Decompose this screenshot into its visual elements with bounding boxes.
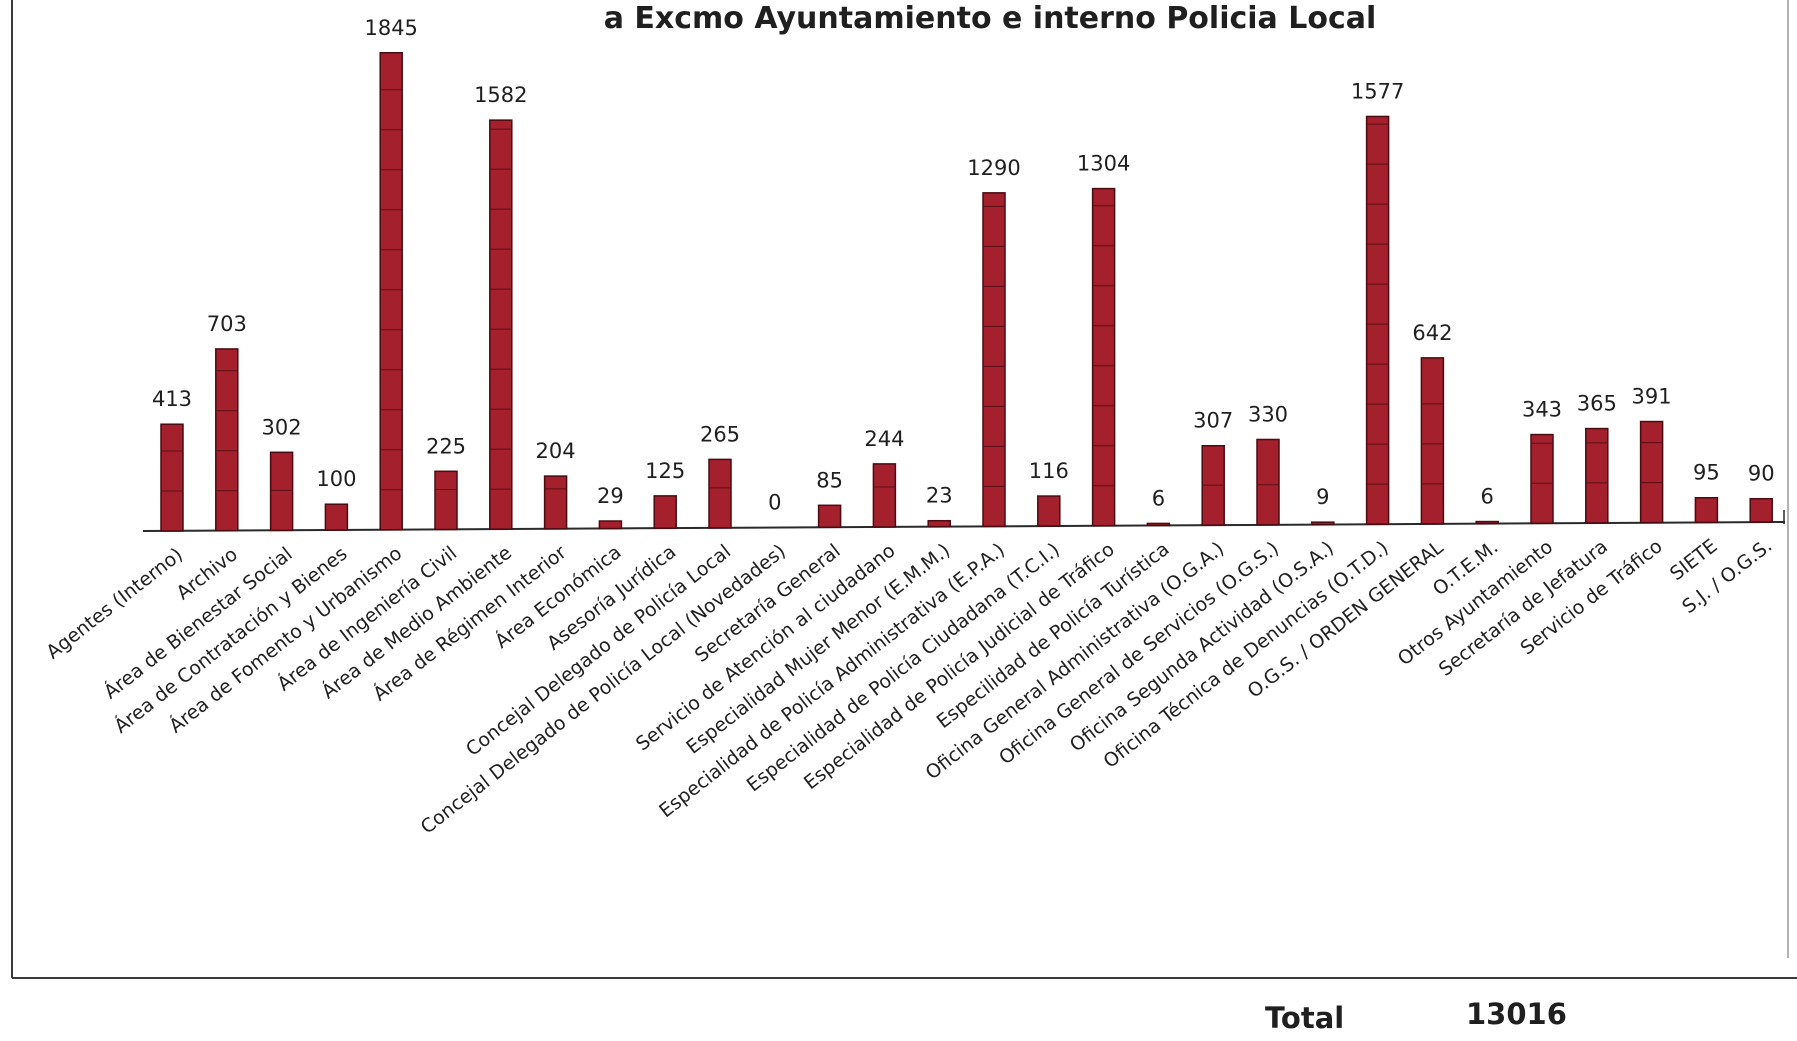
bar-oficina-tecnica-de-denuncias-o-t-d xyxy=(1365,115,1390,525)
data-label-otros-ayuntamiento: 343 xyxy=(1522,398,1562,422)
bar-especialidad-de-policia-judicial-de-trafico xyxy=(1091,187,1116,527)
bar-area-de-medio-ambiente xyxy=(489,119,513,530)
data-label-area-economica: 29 xyxy=(597,484,624,508)
bar-area-de-ingenieria-civil xyxy=(434,470,458,531)
data-label-oficina-general-administrativa-o-g-a: 307 xyxy=(1193,409,1233,433)
bar-secretaria-general xyxy=(817,504,842,529)
bar-o-t-e-m xyxy=(1475,520,1499,525)
x-axis-line xyxy=(142,521,1786,532)
bar-o-g-s-orden-general xyxy=(1420,357,1445,525)
bar-siete xyxy=(1694,496,1719,524)
data-label-area-de-bienestar-social: 302 xyxy=(262,415,302,439)
data-label-especilidad-de-policia-turistica: 6 xyxy=(1152,486,1165,510)
total-value: 13016 xyxy=(1466,997,1567,1031)
data-label-s-j-o-g-s: 90 xyxy=(1748,462,1775,486)
data-label-servicio-de-trafico: 391 xyxy=(1632,385,1672,409)
bar-secretaria-de-jefatura xyxy=(1585,427,1609,524)
bar-servicio-de-atencion-al-ciudadano xyxy=(872,463,897,528)
data-label-area-de-fomento-y-urbanismo: 1845 xyxy=(364,16,417,40)
data-label-especialidad-de-policia-administrativa-e-p-a: 1290 xyxy=(967,156,1020,180)
data-label-area-de-regimen-interior: 204 xyxy=(536,439,576,463)
data-label-o-t-e-m: 6 xyxy=(1481,485,1494,509)
bar-especilidad-de-policia-turistica xyxy=(1146,522,1171,527)
data-label-concejal-delegado-de-policia-local: 265 xyxy=(700,422,740,446)
data-label-concejal-delegado-de-policia-local-novedades: 0 xyxy=(768,491,781,515)
chart-title: a Excmo Ayuntamiento e interno Policia L… xyxy=(604,1,1377,36)
data-label-asesoria-juridica: 125 xyxy=(645,459,685,483)
data-label-agentes-interno: 413 xyxy=(152,387,192,411)
data-label-secretaria-de-jefatura: 365 xyxy=(1577,392,1617,416)
bar-especialidad-de-policia-ciudadana-t-c-i xyxy=(1037,495,1061,527)
data-label-o-g-s-orden-general: 642 xyxy=(1412,321,1452,345)
bar-s-j-o-g-s xyxy=(1749,497,1773,523)
data-label-siete: 95 xyxy=(1693,461,1720,485)
bar-archivo xyxy=(215,348,239,532)
data-label-area-de-contratacion-y-bienes: 100 xyxy=(316,467,356,491)
bar-especialidad-de-policia-administrativa-e-p-a xyxy=(982,192,1006,528)
data-label-oficina-general-de-servicios-o-g-s: 330 xyxy=(1248,402,1288,426)
bar-oficina-general-de-servicios-o-g-s xyxy=(1256,438,1280,526)
bars-group xyxy=(160,52,1773,532)
data-label-especialidad-de-policia-ciudadana-t-c-i: 116 xyxy=(1029,459,1069,483)
data-label-servicio-de-atencion-al-ciudadano: 244 xyxy=(864,427,904,451)
data-label-especialidad-mujer-menor-e-m-m: 23 xyxy=(926,484,953,508)
bar-asesoria-juridica xyxy=(653,495,677,529)
bar-concejal-delegado-de-policia-local xyxy=(708,458,732,529)
data-label-area-de-ingenieria-civil: 225 xyxy=(426,434,466,458)
bar-area-de-contratacion-y-bienes xyxy=(324,503,349,531)
bar-servicio-de-trafico xyxy=(1639,420,1664,524)
bar-oficina-segunda-actividad-o-s-a xyxy=(1311,521,1335,526)
bar-area-de-regimen-interior xyxy=(543,475,568,530)
data-labels-group: 413 703 302 100 1845 225 1582 204 29 125 265 0 85 244… xyxy=(152,16,1775,515)
data-label-area-de-medio-ambiente: 1582 xyxy=(474,83,527,107)
total-label: Total xyxy=(1265,1001,1345,1035)
data-label-secretaria-general: 85 xyxy=(816,468,843,492)
data-label-especialidad-de-policia-judicial-de-trafico: 1304 xyxy=(1077,152,1130,176)
data-label-archivo: 703 xyxy=(207,312,247,336)
bar-area-de-fomento-y-urbanismo xyxy=(379,52,403,531)
data-label-oficina-segunda-actividad-o-s-a: 9 xyxy=(1316,485,1329,509)
bar-otros-ayuntamiento xyxy=(1530,433,1554,524)
bar-area-economica xyxy=(598,520,623,530)
bar-especialidad-mujer-menor-e-m-m xyxy=(927,519,951,528)
bar-agentes-interno xyxy=(160,423,184,532)
data-label-oficina-tecnica-de-denuncias-o-t-d: 1577 xyxy=(1351,79,1404,103)
bar-area-de-bienestar-social xyxy=(269,451,294,532)
